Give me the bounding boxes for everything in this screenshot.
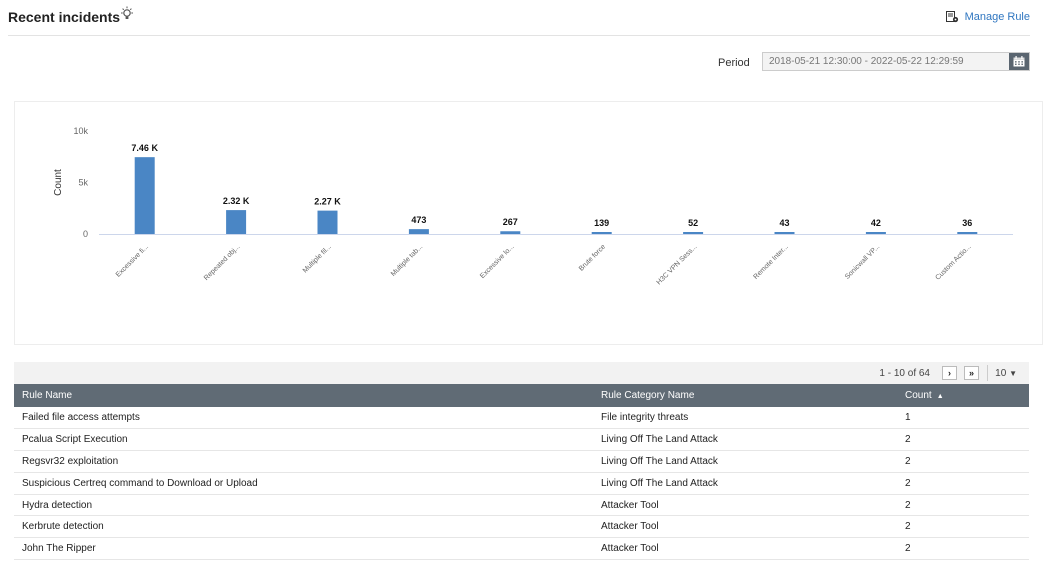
cell-rule-name: Suspicious Certreq command to Download o…: [14, 472, 593, 495]
cell-rule-category: File integrity threats: [593, 407, 897, 430]
period-picker[interactable]: [762, 52, 1030, 71]
pager-divider: [987, 365, 988, 381]
bar: [500, 231, 521, 234]
calendar-button[interactable]: [1009, 53, 1029, 70]
bar: [957, 232, 978, 234]
calendar-icon: [1013, 56, 1025, 67]
bar-data-label: 7.46 K: [131, 143, 158, 153]
bar-data-label: 36: [962, 218, 972, 228]
cell-rule-name: Hydra detection: [14, 494, 593, 517]
bar-data-label: 2.27 K: [314, 197, 341, 207]
bar: [134, 157, 155, 234]
cell-count: 2: [897, 472, 1029, 495]
bar: [683, 232, 704, 234]
y-tick-label: 10k: [73, 126, 88, 136]
x-category-label: H3C VPN Sess...: [656, 243, 699, 286]
col-count-label: Count: [905, 390, 932, 401]
cell-rule-name: Kerbrute detection: [14, 515, 593, 539]
sort-asc-icon: ▲: [936, 393, 944, 400]
bar: [774, 232, 795, 234]
per-page-select[interactable]: 10 ▼: [995, 368, 1017, 379]
table-row[interactable]: Pcalua Script Execution Living Off The La…: [14, 428, 1029, 452]
period-input[interactable]: [763, 53, 1009, 70]
cell-rule-category: Attacker Tool: [593, 494, 897, 517]
incident-chart-panel: Count 0 5k 10k 7.46 K Excessive fi... 2.32 K Re…: [14, 101, 1043, 345]
bulb-icon[interactable]: [120, 6, 134, 22]
x-category-label: Custom Actio...: [934, 243, 972, 281]
x-category-label: Multiple fil...: [302, 243, 333, 274]
y-tick-label: 5k: [78, 178, 88, 188]
col-rule-name[interactable]: Rule Name: [14, 384, 593, 407]
cell-rule-name: John The Ripper: [14, 537, 593, 561]
cell-count: 2: [897, 515, 1029, 539]
period-label: Period: [718, 57, 750, 69]
bar-data-label: 42: [871, 218, 881, 228]
bar-data-label: 267: [503, 217, 518, 227]
per-page-value: 10: [995, 368, 1007, 379]
table-row[interactable]: Hydra detection Attacker Tool 2: [14, 494, 1029, 517]
caret-down-icon: ▼: [1009, 369, 1017, 378]
cell-count: 2: [897, 428, 1029, 452]
cell-count: 2: [897, 450, 1029, 473]
table-row[interactable]: Regsvr32 exploitation Living Off The Land…: [14, 450, 1029, 473]
bar-data-label: 52: [688, 218, 698, 228]
next-page-button[interactable]: ›: [942, 366, 957, 380]
bar: [591, 232, 612, 234]
incident-table: Rule Name Rule Category Name Count ▲ Fail…: [14, 384, 1029, 561]
pager-summary: 1 - 10 of 64: [879, 368, 930, 379]
last-page-button[interactable]: »: [964, 366, 979, 380]
bar-data-label: 473: [411, 215, 426, 225]
bar-data-label: 43: [779, 218, 789, 228]
page-header: Recent incidents Manage Rule: [8, 0, 1030, 36]
x-category-label: Brute force: [578, 243, 607, 272]
manage-rule-link[interactable]: Manage Rule: [945, 11, 1030, 23]
table-row[interactable]: Failed file access attempts File integrit…: [14, 407, 1029, 430]
grid-toolbar: 1 - 10 of 64 › » 10 ▼: [14, 362, 1029, 384]
x-category-label: Remote Inter...: [752, 243, 789, 280]
bar: [317, 210, 338, 234]
x-category-label: Multiple tab...: [390, 243, 424, 277]
table-row[interactable]: Kerbrute detection Attacker Tool 2: [14, 515, 1029, 539]
bar-data-label: 2.32 K: [223, 196, 250, 206]
y-tick-label: 0: [83, 229, 88, 239]
bar: [865, 232, 886, 234]
x-category-label: Excessive lo...: [479, 243, 516, 280]
cell-rule-name: Regsvr32 exploitation: [14, 450, 593, 473]
incident-bar-chart: Count 0 5k 10k 7.46 K Excessive fi... 2.32 K Re…: [53, 126, 1013, 286]
bar: [408, 229, 429, 234]
cell-rule-category: Living Off The Land Attack: [593, 450, 897, 473]
manage-rule-label: Manage Rule: [964, 11, 1030, 23]
table-row[interactable]: John The Ripper Attacker Tool 2: [14, 537, 1029, 561]
page-title: Recent incidents: [8, 9, 121, 25]
cell-rule-category: Living Off The Land Attack: [593, 428, 897, 452]
bar-data-label: 139: [594, 218, 609, 228]
manage-rule-icon: [945, 11, 958, 23]
bar: [226, 210, 247, 234]
x-category-label: Excessive fi...: [115, 243, 150, 278]
cell-count: 1: [897, 407, 1029, 430]
col-rule-category[interactable]: Rule Category Name: [593, 384, 897, 407]
table-header-row: Rule Name Rule Category Name Count ▲: [14, 384, 1029, 407]
x-category-label: Sonicwall VP...: [844, 243, 881, 280]
cell-rule-category: Attacker Tool: [593, 537, 897, 561]
cell-rule-name: Failed file access attempts: [14, 407, 593, 430]
cell-rule-category: Attacker Tool: [593, 515, 897, 539]
cell-rule-name: Pcalua Script Execution: [14, 428, 593, 452]
x-category-label: Repeated obj...: [203, 243, 242, 282]
cell-rule-category: Living Off The Land Attack: [593, 472, 897, 495]
y-axis-label: Count: [53, 169, 64, 196]
cell-count: 2: [897, 494, 1029, 517]
cell-count: 2: [897, 537, 1029, 561]
col-count[interactable]: Count ▲: [897, 384, 1029, 407]
table-row[interactable]: Suspicious Certreq command to Download o…: [14, 472, 1029, 495]
